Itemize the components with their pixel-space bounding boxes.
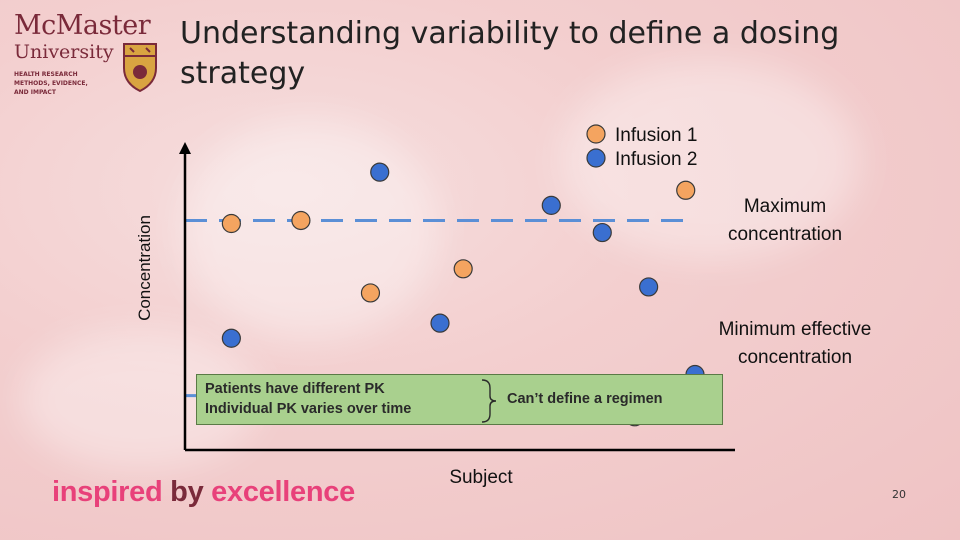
x-axis-label: Subject (449, 467, 513, 488)
logo-subtitle: HEALTH RESEARCH METHODS, EVIDENCE, AND I… (14, 71, 88, 96)
logo-wordmark-line2: University (14, 41, 114, 63)
data-point-infusion-2 (221, 328, 241, 348)
tagline-part2: by (170, 476, 212, 508)
chart-labels: Concentration Subject Maximum concentration… (135, 196, 871, 488)
mcmaster-logo: McMaster University HEALTH RESEARCH METH… (10, 8, 170, 98)
page-number: 20 (892, 488, 906, 501)
tagline: inspired by excellence (52, 476, 355, 509)
data-point-infusion-1 (676, 180, 696, 200)
data-point-infusion-1 (221, 213, 241, 234)
chart-legend: Infusion 1 Infusion 2 (586, 124, 697, 170)
data-point-infusion-2 (541, 195, 561, 215)
data-point-infusion-1 (360, 283, 381, 303)
callout-reason-2: Individual PK varies over time (205, 401, 412, 417)
data-point-infusion-2 (430, 313, 450, 333)
reference-label-max-line-1: Maximum (744, 196, 826, 217)
y-axis-label: Concentration (135, 215, 154, 321)
callout-reasons: Patients have different PK Individual PK… (205, 379, 411, 419)
background-blob (560, 60, 860, 260)
legend-marker-1 (586, 124, 606, 144)
data-point-infusion-2 (370, 162, 390, 182)
legend-label-2: Infusion 2 (615, 149, 697, 170)
background-blob (180, 120, 440, 340)
legend-marker-2 (586, 148, 606, 168)
callout-reason-1: Patients have different PK (205, 381, 385, 397)
crest-icon (123, 43, 157, 92)
data-point-infusion-1 (291, 210, 311, 231)
conclusion-callout: Patients have different PK Individual PK… (196, 374, 723, 425)
reference-label-min-line-1: Minimum effective (719, 319, 872, 340)
chart-axes (179, 142, 735, 452)
tagline-part3: excellence (211, 476, 355, 508)
y-axis-arrowhead (179, 142, 191, 154)
legend-label-1: Infusion 1 (615, 125, 697, 146)
reference-lines (185, 218, 695, 398)
data-point-infusion-2 (592, 222, 612, 243)
slide-title: Understanding variability to define a do… (180, 16, 840, 91)
data-point-infusion-2 (639, 277, 659, 297)
data-point-infusion-1 (453, 259, 473, 279)
logo-wordmark-line1: McMaster (14, 10, 151, 41)
reference-label-max-line-2: concentration (728, 224, 842, 245)
reference-label-min-line-2: concentration (738, 347, 852, 368)
callout-conclusion: Can’t define a regimen (507, 391, 663, 407)
brace-icon (481, 379, 497, 423)
tagline-part1: inspired (52, 476, 171, 508)
